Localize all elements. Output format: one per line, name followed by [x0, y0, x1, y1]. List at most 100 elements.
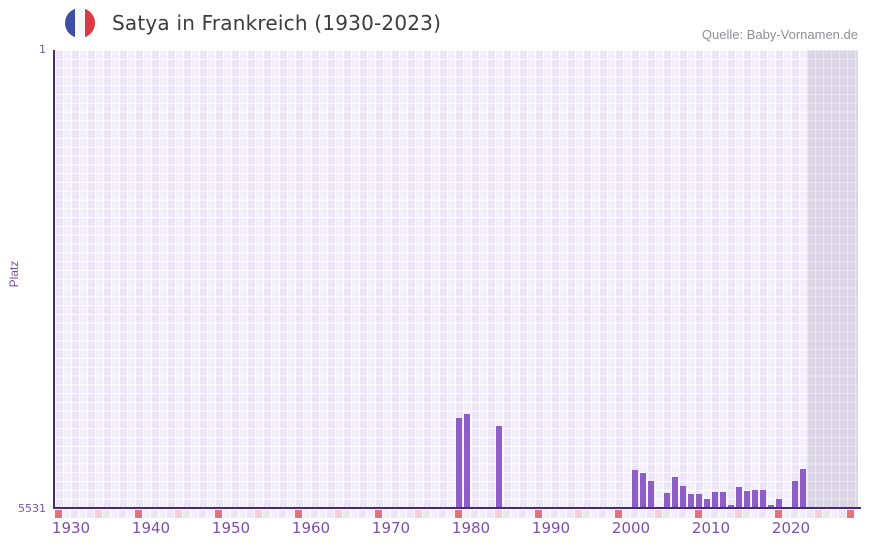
timeline-cell	[399, 510, 406, 518]
timeline-cell	[103, 510, 110, 518]
timeline-cell	[783, 510, 790, 518]
timeline-cell	[455, 510, 462, 518]
timeline-cell	[687, 510, 694, 518]
timeline-cell	[423, 510, 430, 518]
bar-2001[interactable]	[632, 470, 638, 508]
timeline-cell	[183, 510, 190, 518]
timeline-cell	[71, 510, 78, 518]
timeline-cell	[239, 510, 246, 518]
timeline-cell	[79, 510, 86, 518]
timeline-cell	[167, 510, 174, 518]
timeline-cell	[679, 510, 686, 518]
bar-2014[interactable]	[736, 487, 742, 508]
timeline-cell	[263, 510, 270, 518]
bar-2015[interactable]	[744, 490, 750, 508]
timeline-cell	[847, 510, 854, 518]
bar-1979[interactable]	[456, 417, 462, 508]
timeline-cell	[439, 510, 446, 518]
timeline-cell	[135, 510, 142, 518]
timeline-cell	[471, 510, 478, 518]
timeline-cell	[247, 510, 254, 518]
timeline-cell	[127, 510, 134, 518]
bar-1984[interactable]	[496, 425, 502, 508]
x-tick-labels: 1930 1940 1950 1960 1970 1980 1990 2000 2010 2020	[51, 519, 855, 541]
timeline-cell	[559, 510, 566, 518]
timeline-cell	[639, 510, 646, 518]
timeline-cell	[519, 510, 526, 518]
bar-2018[interactable]	[768, 505, 774, 508]
timeline-cell	[143, 510, 150, 518]
source-credit: Quelle: Baby-Vornamen.de	[701, 27, 858, 42]
bar-2005[interactable]	[664, 492, 670, 508]
bar-2011[interactable]	[712, 492, 718, 508]
timeline-cell	[647, 510, 654, 518]
timeline-cell	[615, 510, 622, 518]
timeline-cell	[415, 510, 422, 518]
y-axis-line	[53, 50, 55, 509]
bar-2019[interactable]	[776, 499, 782, 508]
timeline-cell	[831, 510, 838, 518]
bar-2002[interactable]	[640, 472, 646, 508]
x-tick-1930: 1930	[51, 519, 91, 537]
timeline-cell	[751, 510, 758, 518]
timeline-cell	[431, 510, 438, 518]
timeline-cell	[63, 510, 70, 518]
y-tick-min: 5531	[18, 502, 46, 515]
timeline-cell	[839, 510, 846, 518]
timeline-cell	[511, 510, 518, 518]
timeline-cell	[527, 510, 534, 518]
timeline-cell	[463, 510, 470, 518]
timeline-cell	[343, 510, 350, 518]
x-tick-1950: 1950	[211, 519, 251, 537]
timeline-cell	[719, 510, 726, 518]
timeline-cell	[487, 510, 494, 518]
timeline-cell	[495, 510, 502, 518]
bar-2017[interactable]	[760, 490, 766, 508]
timeline-cell	[767, 510, 774, 518]
timeline-cell	[175, 510, 182, 518]
bar-2012[interactable]	[720, 492, 726, 508]
bar-2010[interactable]	[704, 498, 710, 508]
timeline-cell	[383, 510, 390, 518]
bar-2016[interactable]	[752, 490, 758, 508]
bar-2009[interactable]	[696, 493, 702, 508]
timeline-cell	[199, 510, 206, 518]
bar-2006[interactable]	[672, 477, 678, 508]
bar-2013[interactable]	[728, 505, 734, 508]
x-axis-line	[53, 507, 861, 509]
timeline-cell	[119, 510, 126, 518]
timeline-cell	[223, 510, 230, 518]
timeline-cell	[159, 510, 166, 518]
bar-2008[interactable]	[688, 493, 694, 508]
timeline-cell	[567, 510, 574, 518]
x-tick-1980: 1980	[451, 519, 491, 537]
timeline-cell	[55, 510, 62, 518]
timeline-cell	[311, 510, 318, 518]
timeline-cell	[303, 510, 310, 518]
timeline-cell	[95, 510, 102, 518]
timeline-cell	[255, 510, 262, 518]
timeline-cell	[543, 510, 550, 518]
bar-2021[interactable]	[792, 481, 798, 508]
timeline-cell	[151, 510, 158, 518]
x-tick-1990: 1990	[531, 519, 571, 537]
timeline-cell	[447, 510, 454, 518]
timeline-cell	[503, 510, 510, 518]
bar-2022[interactable]	[800, 469, 806, 508]
plot-area[interactable]	[55, 50, 858, 508]
timeline-cell	[791, 510, 798, 518]
x-tick-2000: 2000	[611, 519, 651, 537]
timeline-cell	[703, 510, 710, 518]
y-tick-max: 1	[39, 43, 46, 56]
bar-2003[interactable]	[648, 480, 654, 508]
france-flag-icon	[65, 8, 95, 38]
chart-title: Satya in Frankreich (1930-2023)	[112, 11, 442, 35]
timeline-cell	[759, 510, 766, 518]
future-no-data-band	[807, 50, 858, 508]
x-tick-2010: 2010	[691, 519, 731, 537]
bar-2007[interactable]	[680, 485, 686, 508]
bar-1980[interactable]	[464, 414, 470, 508]
timeline-cell	[631, 510, 638, 518]
x-tick-1970: 1970	[371, 519, 411, 537]
timeline-cell	[671, 510, 678, 518]
